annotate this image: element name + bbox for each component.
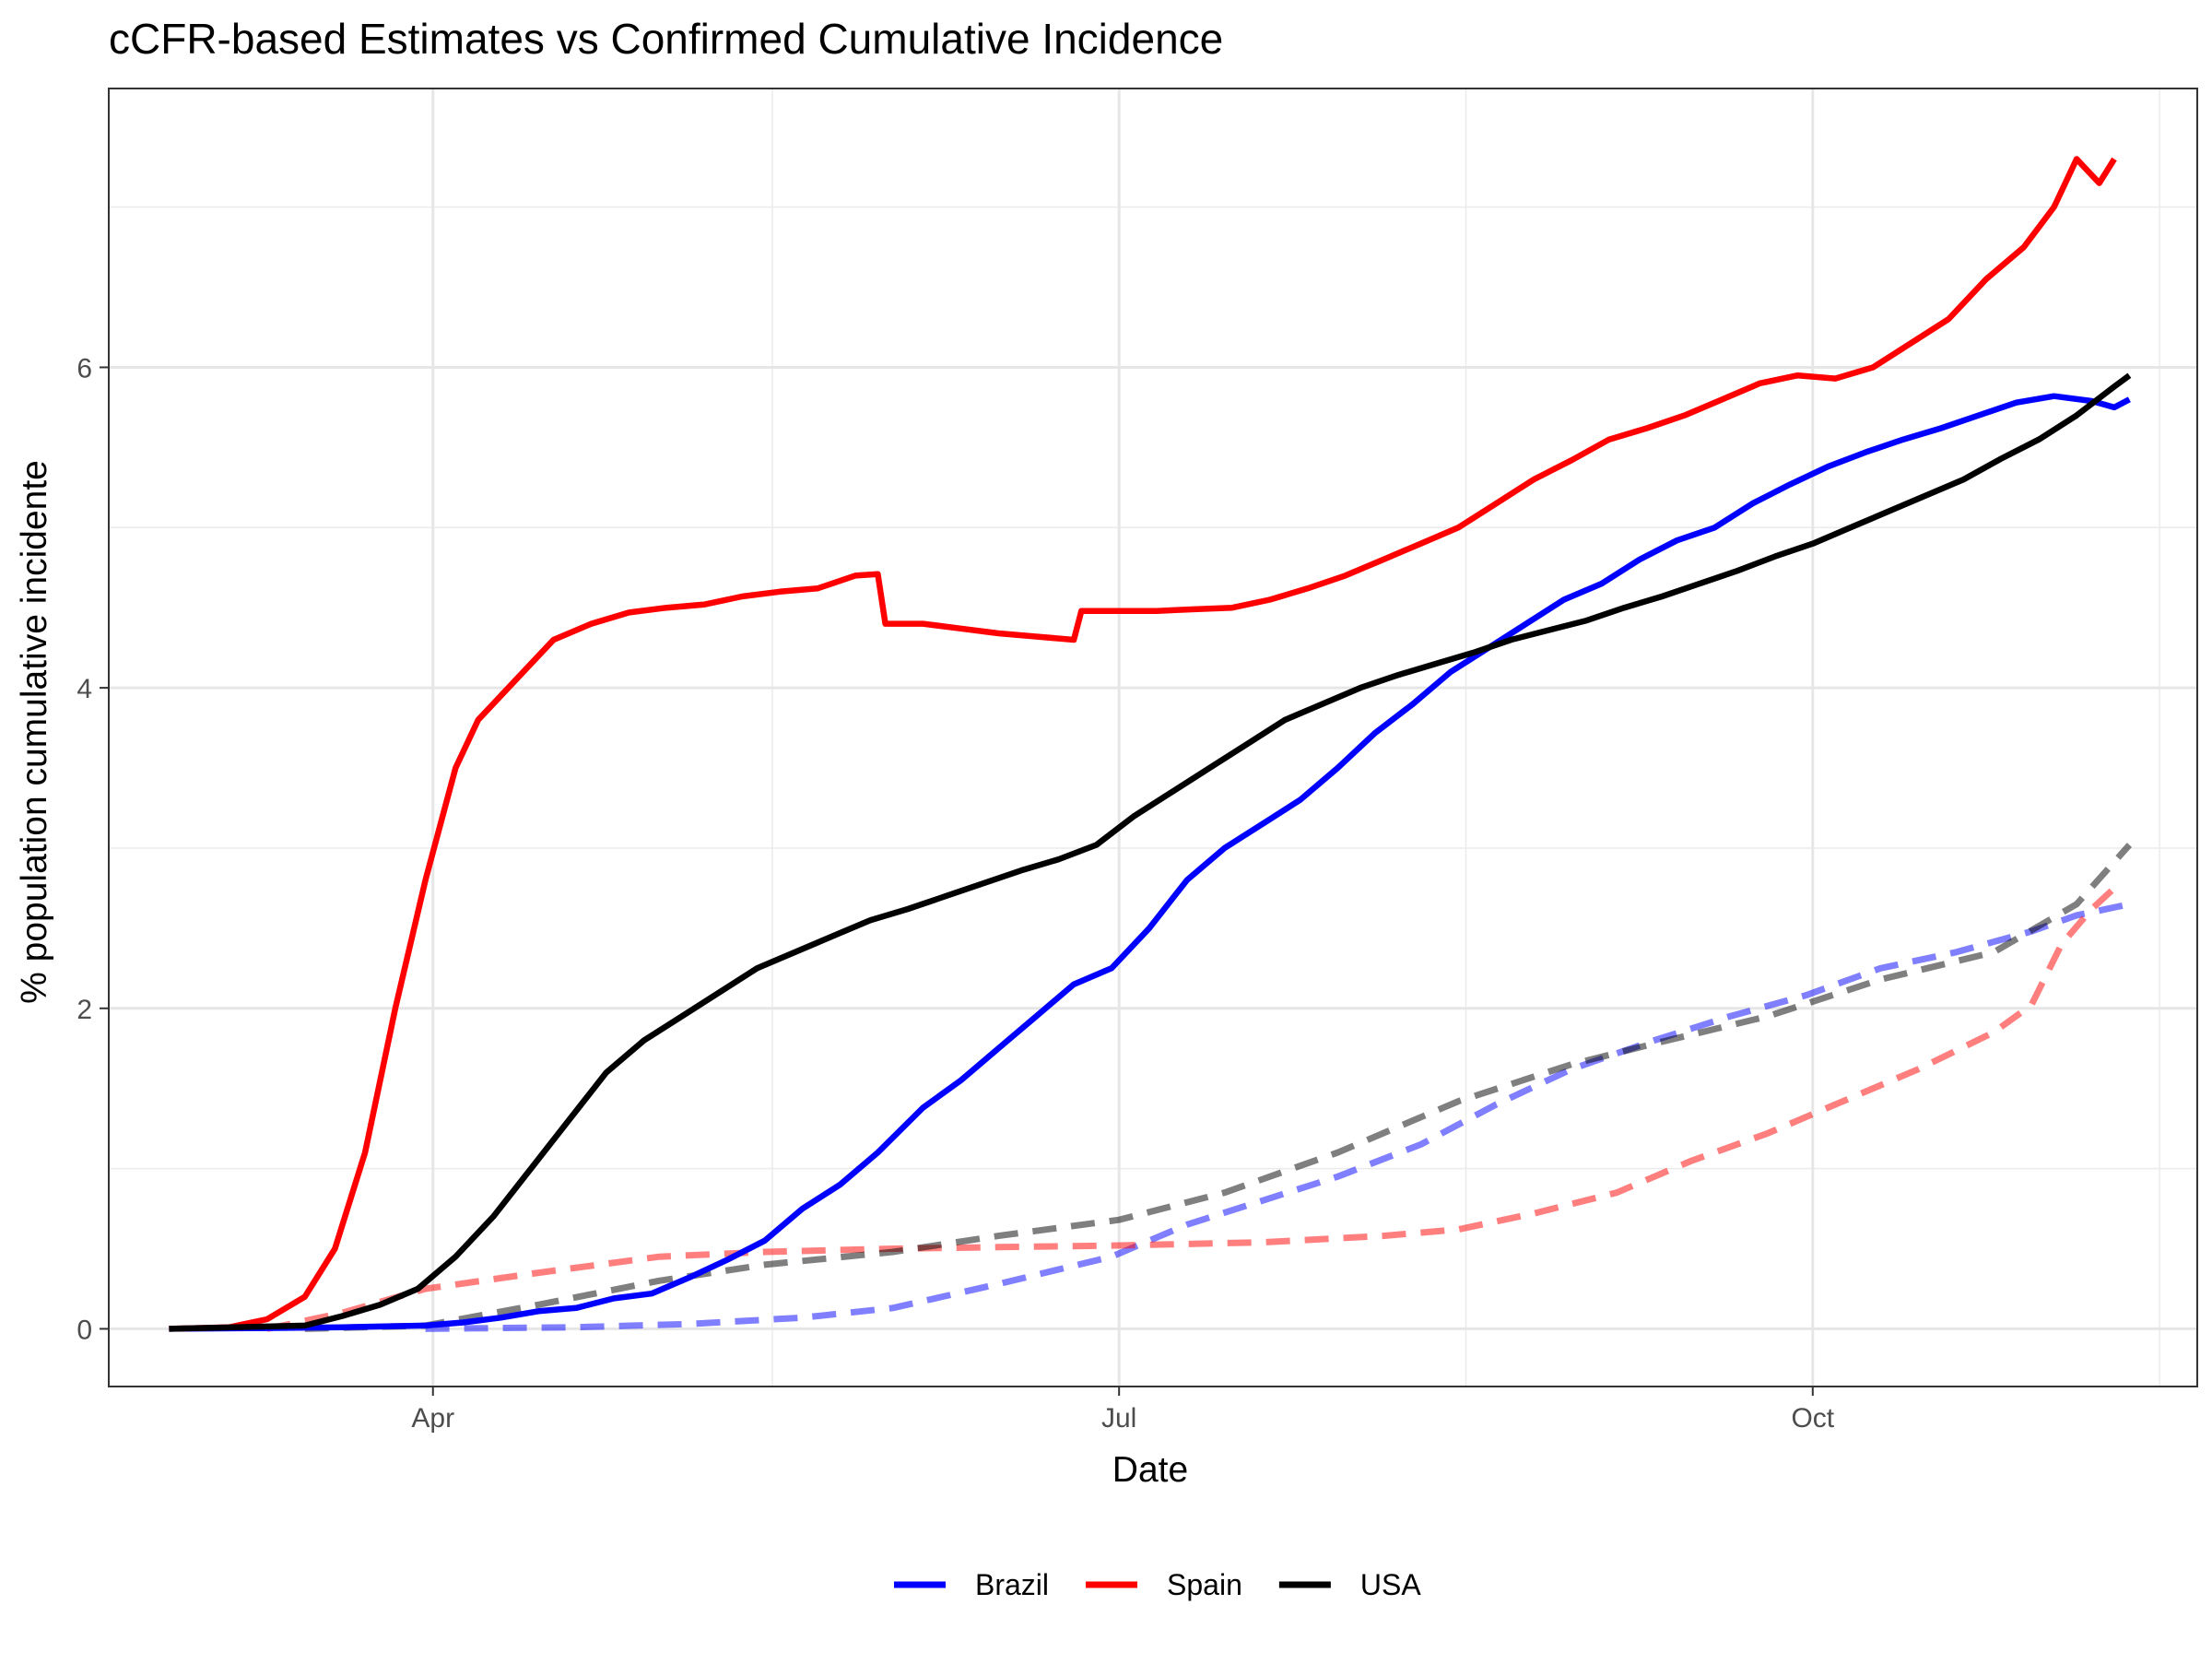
x-tick-label-2: Oct (1791, 1403, 1834, 1434)
legend: Brazil Spain USA (894, 1568, 1421, 1601)
y-tick-label-3: 6 (76, 353, 92, 384)
y-tick-label-0: 0 (76, 1315, 92, 1345)
legend-label-usa: USA (1360, 1568, 1421, 1601)
legend-label-spain: Spain (1167, 1568, 1242, 1601)
series-line-usa-dashed (304, 843, 2133, 1332)
series-line-usa-solid (169, 372, 2132, 1332)
y-tick-label-1: 2 (76, 995, 92, 1025)
x-tick-label-0: Apr (411, 1403, 454, 1434)
series-layer (169, 156, 2133, 1332)
y-axis-label: % population cumulative incidente (15, 460, 54, 1004)
chart-title: cCFR-based Estimates vs Confirmed Cumula… (109, 15, 1223, 63)
plot-border (108, 88, 2198, 1387)
series-line-brazil-dashed (425, 901, 2131, 1332)
y-tick-label-2: 4 (76, 674, 92, 704)
series-line-spain-solid (169, 156, 2117, 1332)
axis-layer: Apr Jul Oct 0 2 4 6 (76, 353, 1834, 1434)
series-line-brazil-solid (169, 393, 2131, 1332)
series-line-spain-dashed (266, 885, 2117, 1332)
x-tick-label-1: Jul (1101, 1403, 1136, 1434)
legend-label-brazil: Brazil (975, 1568, 1049, 1601)
grid-layer (109, 89, 2197, 1387)
x-axis-label: Date (1112, 1450, 1188, 1490)
